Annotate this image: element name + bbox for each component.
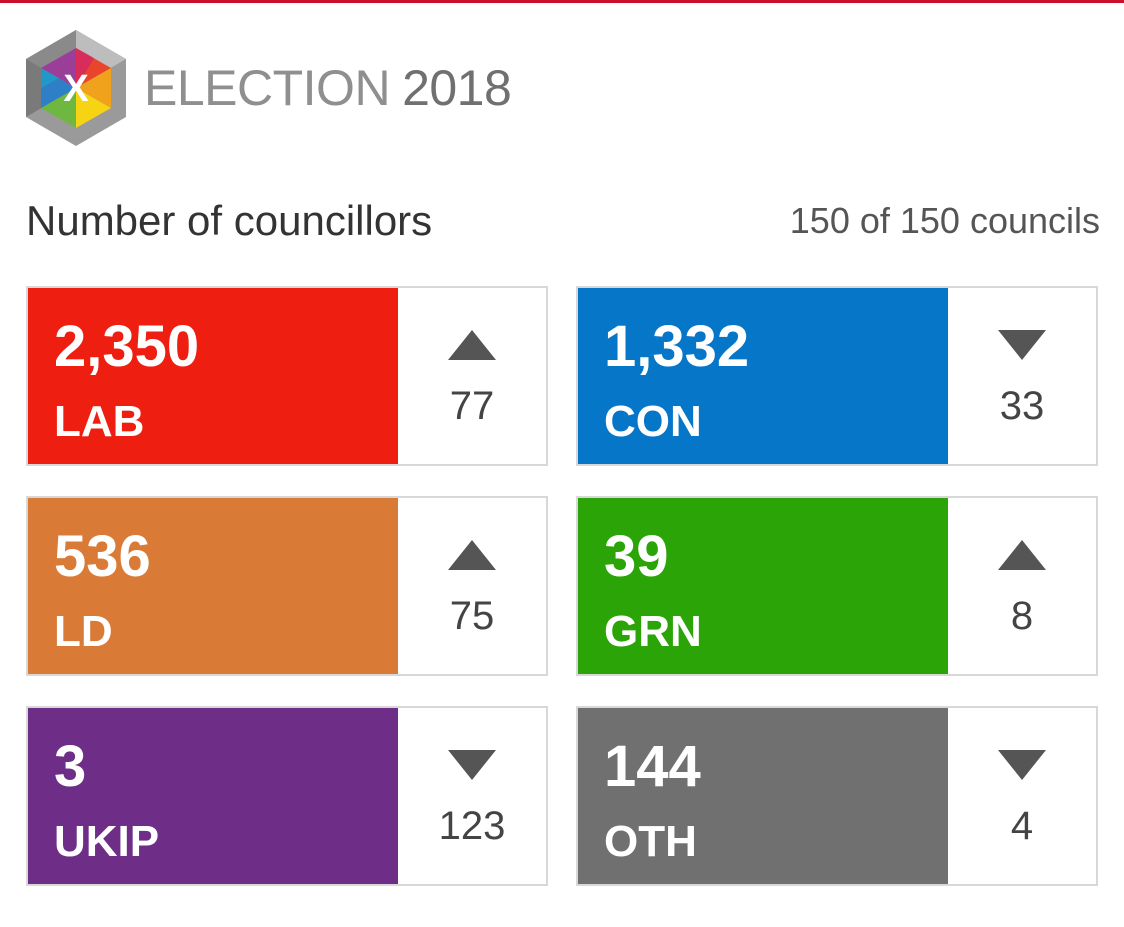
party-card-ld: 536 LD 75: [26, 496, 548, 676]
seat-change: 77: [398, 288, 546, 464]
seat-count: 3: [54, 734, 87, 799]
change-value: 33: [999, 384, 1045, 428]
party-card-lab: 2,350 LAB 77: [26, 286, 548, 466]
party-card-ukip: 3 UKIP 123: [26, 706, 548, 886]
change-value: 77: [449, 384, 495, 428]
party-tile: 1,332 CON: [578, 288, 948, 464]
election-logo-icon: X: [26, 30, 126, 146]
triangle-down-icon: [998, 330, 1046, 360]
party-abbreviation: OTH: [604, 817, 697, 866]
change-value: 75: [449, 594, 495, 638]
seat-count: 144: [604, 734, 701, 799]
logo-letter: X: [63, 68, 89, 110]
party-abbreviation: CON: [604, 397, 702, 446]
party-abbreviation: LAB: [54, 397, 145, 446]
party-abbreviation: GRN: [604, 607, 702, 656]
subheader: Number of councillors 150 of 150 council…: [26, 196, 1100, 246]
seat-change: 123: [398, 708, 546, 884]
party-tile: 536 LD: [28, 498, 398, 674]
seat-count: 2,350: [54, 314, 200, 379]
change-value: 4: [1010, 804, 1034, 848]
party-abbreviation: LD: [54, 607, 113, 656]
seat-change: 4: [948, 708, 1096, 884]
title-word: ELECTION: [144, 60, 391, 116]
triangle-up-icon: [448, 330, 496, 360]
seat-change: 75: [398, 498, 546, 674]
party-tile: 3 UKIP: [28, 708, 398, 884]
seat-count: 39: [604, 524, 669, 589]
change-value: 123: [438, 804, 506, 848]
party-card-grn: 39 GRN 8: [576, 496, 1098, 676]
top-rule: [0, 0, 1124, 3]
seat-change: 8: [948, 498, 1096, 674]
page-title: ELECTION 2018: [144, 60, 512, 116]
triangle-up-icon: [448, 540, 496, 570]
seat-change: 33: [948, 288, 1096, 464]
party-card-oth: 144 OTH 4: [576, 706, 1098, 886]
seat-count: 536: [54, 524, 151, 589]
header: X ELECTION 2018: [24, 28, 512, 148]
triangle-down-icon: [998, 750, 1046, 780]
councils-count: 150 of 150 councils: [789, 200, 1100, 241]
party-tile: 144 OTH: [578, 708, 948, 884]
party-tile: 2,350 LAB: [28, 288, 398, 464]
section-heading: Number of councillors: [26, 197, 433, 244]
triangle-down-icon: [448, 750, 496, 780]
party-abbreviation: UKIP: [54, 817, 160, 866]
seat-count: 1,332: [604, 314, 750, 379]
title-year: 2018: [402, 60, 512, 116]
change-value: 8: [1010, 594, 1034, 638]
party-tile: 39 GRN: [578, 498, 948, 674]
party-card-con: 1,332 CON 33: [576, 286, 1098, 466]
triangle-up-icon: [998, 540, 1046, 570]
